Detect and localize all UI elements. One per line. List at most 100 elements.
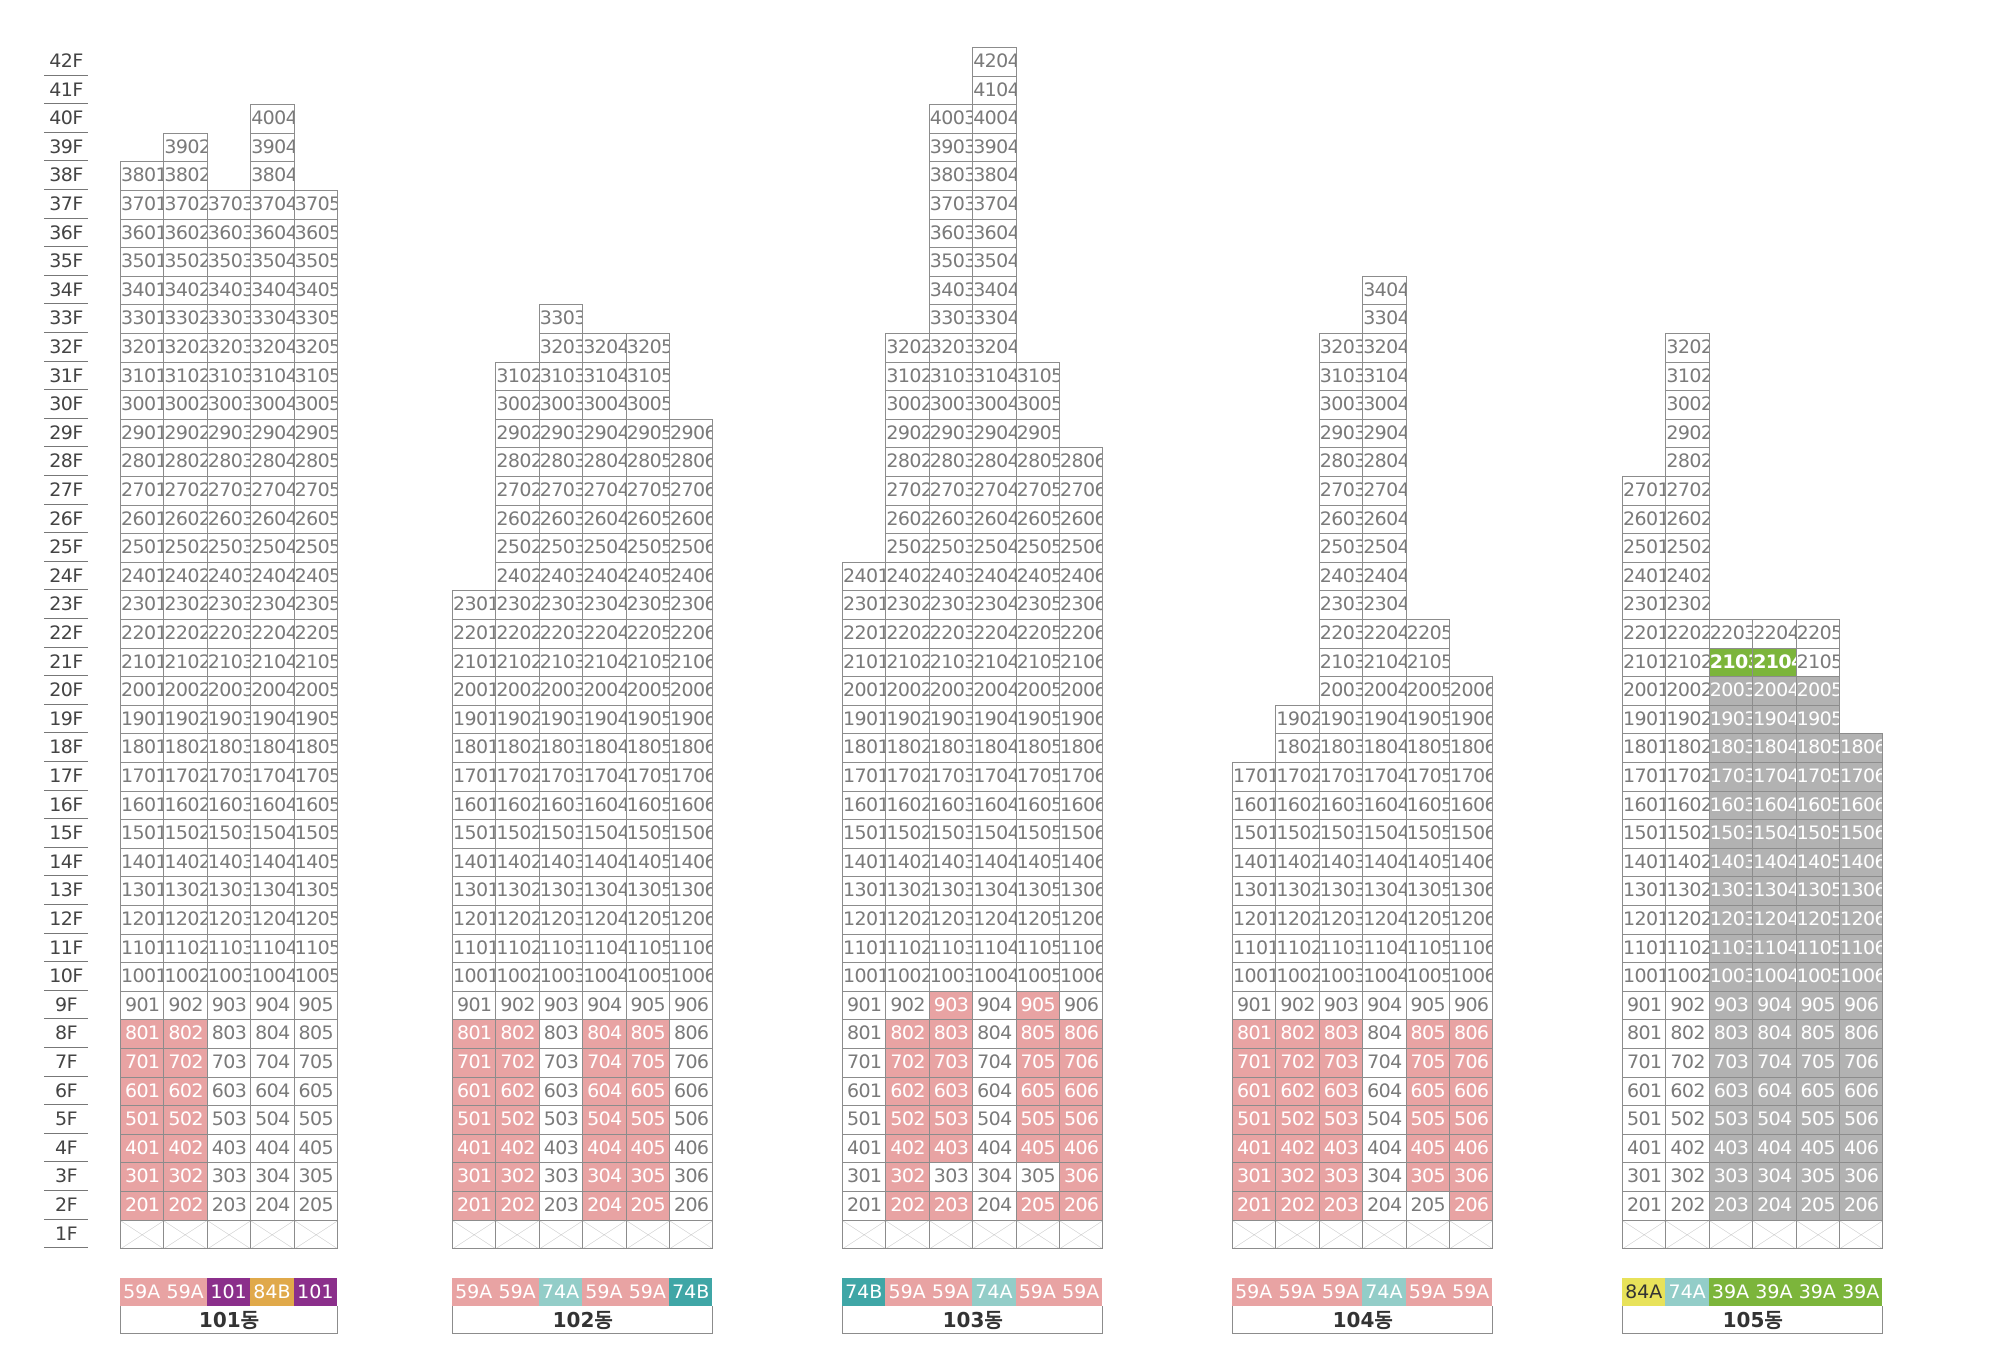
unit-cell: 1203 (206, 905, 252, 935)
unit-cell: 1203 (538, 905, 584, 935)
unit-cell: 2205 (1015, 619, 1060, 649)
unit-cell: 2002 (1665, 676, 1710, 706)
unit-cell: 1401 (1622, 847, 1667, 878)
unit-cell: 3303 (206, 304, 252, 334)
unit-cell: 2005 (625, 676, 670, 706)
unit-cell: 1702 (1275, 762, 1320, 792)
unit-cell: 2201 (120, 619, 165, 649)
unit-cell: 2303 (206, 590, 252, 620)
unit-cell: 1502 (495, 819, 540, 849)
unit-cell: 303 (206, 1162, 252, 1192)
unit-cell: 1601 (120, 790, 165, 821)
unit-cell: 1303 (1318, 876, 1364, 906)
unit-cell: 2505 (293, 533, 338, 563)
unit-cell: 505 (1015, 1105, 1060, 1135)
unit-cell: 1804 (250, 733, 295, 763)
unit-cell: 1406 (1449, 847, 1494, 878)
unit-cell: 805 (1405, 1019, 1450, 1049)
unit-cell: 2004 (1752, 676, 1797, 706)
unit-cell: 3305 (293, 304, 338, 334)
unit-cell: 1602 (163, 790, 208, 821)
unit-cell: 1705 (293, 762, 338, 792)
unit-cell: 1104 (250, 933, 295, 964)
unit-cell: 3005 (625, 390, 670, 420)
unit-cell: 703 (538, 1048, 584, 1078)
unit-cell: 2101 (452, 647, 497, 678)
pilotis-cell (452, 1219, 497, 1250)
unit-cell: 1404 (250, 847, 295, 878)
unit-cell: 1006 (669, 962, 714, 992)
unit-type-label: 59A (625, 1278, 670, 1306)
unit-cell: 1602 (885, 790, 930, 821)
unit-cell: 705 (625, 1048, 670, 1078)
unit-cell: 1403 (1318, 847, 1364, 878)
unit-cell: 201 (452, 1191, 497, 1221)
unit-cell: 2804 (250, 447, 295, 477)
unit-cell: 306 (1059, 1162, 1104, 1192)
unit-cell: 1506 (669, 819, 714, 849)
unit-cell: 2405 (625, 561, 670, 592)
unit-type-label: 101 (293, 1278, 338, 1306)
unit-cell: 2301 (120, 590, 165, 620)
unit-cell: 205 (293, 1191, 338, 1221)
unit-cell: 1206 (669, 905, 714, 935)
unit-cell: 1906 (1059, 704, 1104, 735)
unit-cell: 806 (1059, 1019, 1104, 1049)
unit-cell: 1301 (1232, 876, 1277, 906)
unit-cell: 2604 (582, 504, 627, 535)
floor-label: 12F (44, 905, 88, 934)
unit-cell: 1905 (1795, 704, 1840, 735)
unit-cell: 904 (250, 990, 295, 1021)
unit-cell: 503 (1708, 1105, 1754, 1135)
unit-cell: 503 (206, 1105, 252, 1135)
unit-cell: 1102 (1665, 933, 1710, 964)
unit-cell: 1102 (885, 933, 930, 964)
unit-cell: 902 (1665, 990, 1710, 1021)
unit-cell: 2605 (1015, 504, 1060, 535)
unit-cell: 2201 (1622, 619, 1667, 649)
unit-cell: 204 (972, 1191, 1017, 1221)
unit-cell: 805 (1795, 1019, 1840, 1049)
unit-cell: 1702 (163, 762, 208, 792)
unit-cell: 1304 (250, 876, 295, 906)
unit-cell: 703 (1708, 1048, 1754, 1078)
unit-cell: 1405 (1405, 847, 1450, 878)
unit-cell: 1205 (293, 905, 338, 935)
unit-cell: 1005 (1405, 962, 1450, 992)
unit-cell: 702 (163, 1048, 208, 1078)
unit-cell: 3404 (972, 275, 1017, 306)
unit-cell: 1606 (1449, 790, 1494, 821)
unit-cell: 2002 (495, 676, 540, 706)
unit-cell: 2801 (120, 447, 165, 477)
unit-cell: 1301 (842, 876, 887, 906)
unit-cell: 2905 (293, 418, 338, 449)
unit-cell: 1404 (1362, 847, 1407, 878)
unit-cell: 2102 (1665, 647, 1710, 678)
unit-cell: 2006 (1059, 676, 1104, 706)
unit-cell: 3103 (538, 361, 584, 392)
unit-cell: 2104 (250, 647, 295, 678)
unit-cell: 3501 (120, 247, 165, 277)
unit-cell: 303 (1318, 1162, 1364, 1192)
unit-cell: 901 (452, 990, 497, 1021)
unit-cell: 2902 (885, 418, 930, 449)
pilotis-cell (1059, 1219, 1104, 1250)
unit-cell: 3503 (928, 247, 974, 277)
unit-cell: 2602 (163, 504, 208, 535)
unit-cell: 503 (928, 1105, 974, 1135)
floor-label: 11F (44, 934, 88, 963)
unit-type-label: 74A (538, 1278, 584, 1306)
unit-cell: 3203 (928, 333, 974, 363)
unit-cell: 1603 (1708, 790, 1754, 821)
unit-cell: 3204 (582, 333, 627, 363)
unit-cell: 1403 (1708, 847, 1754, 878)
unit-cell: 606 (1059, 1076, 1104, 1107)
unit-cell: 602 (163, 1076, 208, 1107)
unit-cell: 504 (582, 1105, 627, 1135)
unit-cell: 1004 (582, 962, 627, 992)
unit-cell: 2404 (972, 561, 1017, 592)
unit-cell: 701 (120, 1048, 165, 1078)
unit-cell: 203 (1318, 1191, 1364, 1221)
unit-cell: 504 (1362, 1105, 1407, 1135)
unit-cell: 2204 (1752, 619, 1797, 649)
